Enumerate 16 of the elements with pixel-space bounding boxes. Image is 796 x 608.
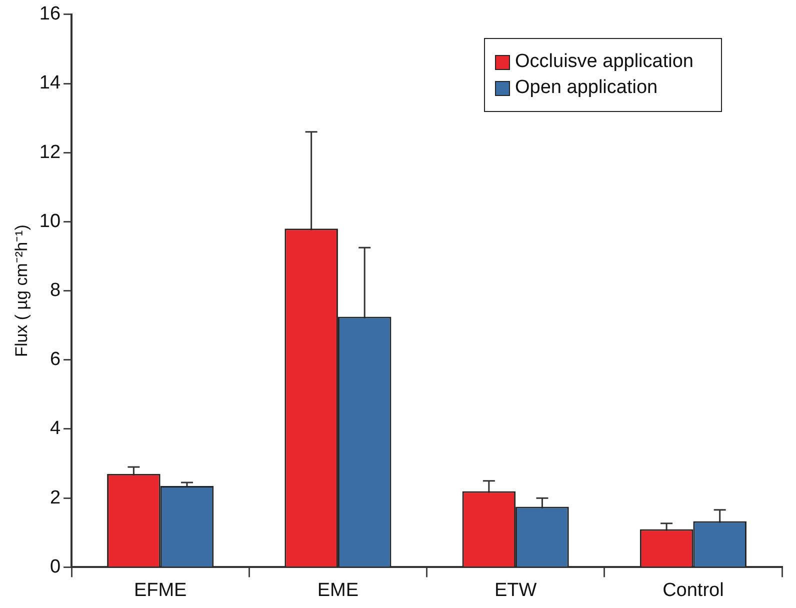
legend-label: Open application — [515, 77, 658, 100]
legend-label: Occluisve application — [515, 51, 694, 74]
y-tick-label: 12 — [39, 142, 61, 163]
y-tick-label: 4 — [50, 418, 61, 440]
y-tick-label: 0 — [50, 556, 61, 578]
x-tick-label: EME — [317, 580, 359, 601]
y-axis-title: Flux ( µg cm⁻²h⁻¹) — [12, 224, 31, 357]
x-tick-label: ETW — [494, 580, 537, 601]
y-tick-label: 10 — [39, 210, 61, 232]
y-tick-label: 8 — [50, 280, 61, 302]
x-tick-label: EFME — [134, 580, 187, 601]
y-tick-label: 6 — [50, 349, 61, 370]
x-tick-label: Control — [662, 580, 724, 601]
y-tick-label: 2 — [50, 487, 61, 508]
y-tick-label: 14 — [39, 72, 61, 94]
y-tick-label: 16 — [39, 4, 61, 25]
